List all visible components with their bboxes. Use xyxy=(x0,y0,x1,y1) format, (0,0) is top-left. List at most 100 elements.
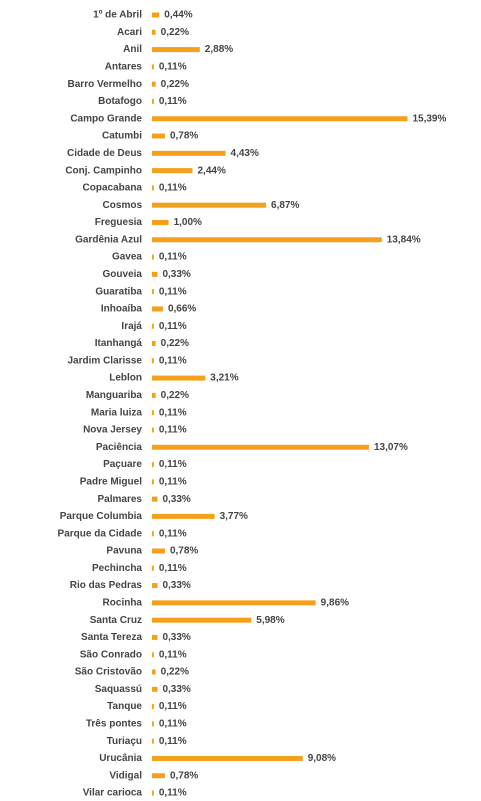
category-label: Rio das Pedras xyxy=(70,580,143,591)
category-label: Gouveia xyxy=(103,269,143,280)
value-label: 0,33% xyxy=(162,269,190,280)
category-label: Anil xyxy=(123,44,142,55)
bar xyxy=(152,358,154,364)
category-label: Leblon xyxy=(109,373,142,384)
category-label: Jardim Clarisse xyxy=(68,355,143,366)
bar xyxy=(152,237,382,243)
category-label: Manguariba xyxy=(86,390,143,401)
bar xyxy=(152,323,154,329)
value-label: 0,11% xyxy=(159,321,187,332)
category-label: Barro Vermelho xyxy=(68,79,142,90)
bar xyxy=(152,738,154,744)
category-label: Vidigal xyxy=(109,770,142,781)
category-label: Turiaçu xyxy=(107,736,142,747)
value-label: 9,86% xyxy=(321,598,349,609)
bar xyxy=(152,634,158,640)
value-label: 0,22% xyxy=(161,27,189,38)
bar xyxy=(152,790,154,796)
category-label: Três pontes xyxy=(86,719,143,730)
category-label: Botafogo xyxy=(98,96,142,107)
value-label: 0,33% xyxy=(162,684,190,695)
value-label: 15,39% xyxy=(412,113,446,124)
bar xyxy=(152,375,206,381)
value-label: 0,11% xyxy=(159,476,187,487)
category-label: Antares xyxy=(105,62,143,73)
bar xyxy=(152,98,154,104)
category-label: Guaratiba xyxy=(95,286,142,297)
category-label: Irajá xyxy=(121,321,142,332)
value-label: 0,11% xyxy=(159,183,187,194)
category-label: Gavea xyxy=(112,252,142,263)
bar xyxy=(152,548,165,554)
bar xyxy=(152,116,408,122)
value-label: 0,33% xyxy=(162,632,190,643)
category-label: Conj. Campinho xyxy=(65,165,142,176)
category-label: Parque da Cidade xyxy=(58,528,143,539)
value-label: 1,00% xyxy=(174,217,202,228)
category-label: Pechincha xyxy=(92,563,142,574)
value-label: 0,44% xyxy=(164,10,192,21)
bar xyxy=(152,341,156,347)
category-label: Saquassú xyxy=(95,684,142,695)
value-label: 2,88% xyxy=(205,44,233,55)
bar xyxy=(152,81,156,87)
value-label: 0,78% xyxy=(170,546,198,557)
bar xyxy=(152,496,158,502)
value-label: 3,77% xyxy=(220,511,248,522)
bar xyxy=(152,704,154,710)
value-label: 0,11% xyxy=(159,649,187,660)
bar xyxy=(152,669,156,675)
value-label: 0,11% xyxy=(159,736,187,747)
bar xyxy=(152,444,369,450)
value-label: 0,11% xyxy=(159,425,187,436)
value-label: 0,22% xyxy=(161,667,189,678)
category-label: Inhoaíba xyxy=(101,304,143,315)
value-label: 3,21% xyxy=(210,373,238,384)
category-label: Maria luiza xyxy=(91,407,143,418)
value-label: 0,11% xyxy=(159,563,187,574)
category-label: Santa Tereza xyxy=(81,632,142,643)
bar xyxy=(152,168,193,174)
value-label: 0,78% xyxy=(170,131,198,142)
category-label: Paçuare xyxy=(103,459,142,470)
bar xyxy=(152,617,252,623)
value-label: 0,22% xyxy=(161,338,189,349)
bar xyxy=(152,202,267,208)
bar xyxy=(152,531,154,537)
category-label: Campo Grande xyxy=(70,113,142,124)
bar xyxy=(152,306,163,312)
value-label: 0,11% xyxy=(159,407,187,418)
value-label: 0,11% xyxy=(159,788,187,799)
value-label: 0,33% xyxy=(162,494,190,505)
value-label: 2,44% xyxy=(198,165,226,176)
value-label: 9,08% xyxy=(308,753,336,764)
bar xyxy=(152,565,154,571)
value-label: 0,66% xyxy=(168,304,196,315)
value-label: 0,22% xyxy=(161,390,189,401)
category-label: Urucânia xyxy=(99,753,142,764)
bar xyxy=(152,427,154,433)
category-label: Tanque xyxy=(107,701,142,712)
bar xyxy=(152,686,158,692)
bar xyxy=(152,254,154,260)
category-label: Gardênia Azul xyxy=(75,234,142,245)
value-label: 0,78% xyxy=(170,770,198,781)
value-label: 6,87% xyxy=(271,200,299,211)
bar xyxy=(152,64,154,70)
bar xyxy=(152,600,316,606)
category-label: Rocinha xyxy=(103,598,143,609)
value-label: 13,84% xyxy=(387,234,421,245)
value-label: 5,98% xyxy=(256,615,284,626)
bar xyxy=(152,755,303,761)
category-label: Pavuna xyxy=(106,546,142,557)
category-label: 1º de Abril xyxy=(93,10,142,21)
bar xyxy=(152,479,154,485)
bar xyxy=(152,150,226,156)
category-label: Palmares xyxy=(98,494,143,505)
category-label: Parque Columbia xyxy=(60,511,143,522)
category-label: Vilar carioca xyxy=(83,788,143,799)
value-label: 0,33% xyxy=(162,580,190,591)
value-label: 0,11% xyxy=(159,252,187,263)
bar xyxy=(152,47,200,53)
category-label: Itanhangá xyxy=(95,338,143,349)
